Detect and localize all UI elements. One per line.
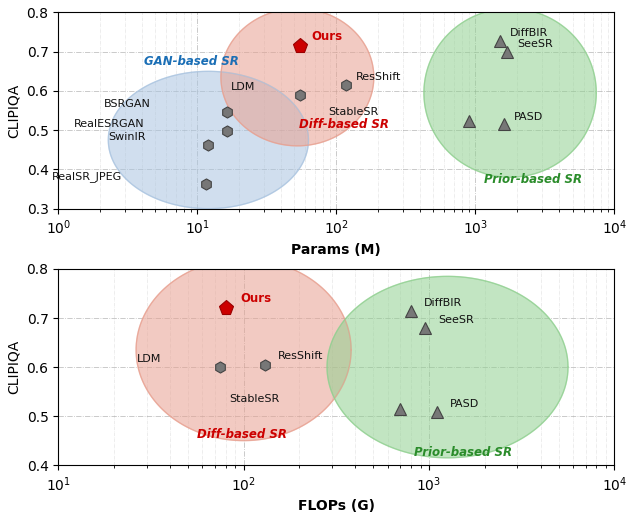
Text: LDM: LDM [137,354,161,363]
Polygon shape [108,71,309,209]
Text: BSRGAN: BSRGAN [104,99,151,109]
Text: Diff-based SR: Diff-based SR [197,428,287,441]
Text: Prior-based SR: Prior-based SR [484,173,581,186]
Polygon shape [424,8,597,177]
Text: Ours: Ours [311,31,342,44]
Text: RealSR_JPEG: RealSR_JPEG [52,171,122,181]
Text: PASD: PASD [450,399,479,409]
X-axis label: FLOPs (G): FLOPs (G) [298,499,375,513]
Text: DiffBIR: DiffBIR [424,298,462,308]
Text: Diff-based SR: Diff-based SR [299,118,389,131]
Text: SeeSR: SeeSR [438,315,474,325]
Text: ResShift: ResShift [356,72,401,82]
Text: StableSR: StableSR [230,394,280,404]
Polygon shape [327,276,568,458]
Y-axis label: CLIPIQA: CLIPIQA [7,83,21,138]
Y-axis label: CLIPIQA: CLIPIQA [7,340,21,394]
Text: LDM: LDM [231,82,256,92]
Text: SwinIR: SwinIR [108,132,146,142]
Polygon shape [136,259,351,440]
Text: StableSR: StableSR [328,107,378,117]
Text: PASD: PASD [514,111,543,122]
Text: Prior-based SR: Prior-based SR [414,446,512,459]
Text: GAN-based SR: GAN-based SR [145,56,239,69]
Polygon shape [221,8,374,146]
X-axis label: Params (M): Params (M) [292,242,381,256]
Text: DiffBIR: DiffBIR [510,29,548,38]
Text: ResShift: ResShift [278,351,323,361]
Text: SeeSR: SeeSR [517,40,553,49]
Text: RealESRGAN: RealESRGAN [74,119,144,128]
Text: Ours: Ours [240,292,271,305]
